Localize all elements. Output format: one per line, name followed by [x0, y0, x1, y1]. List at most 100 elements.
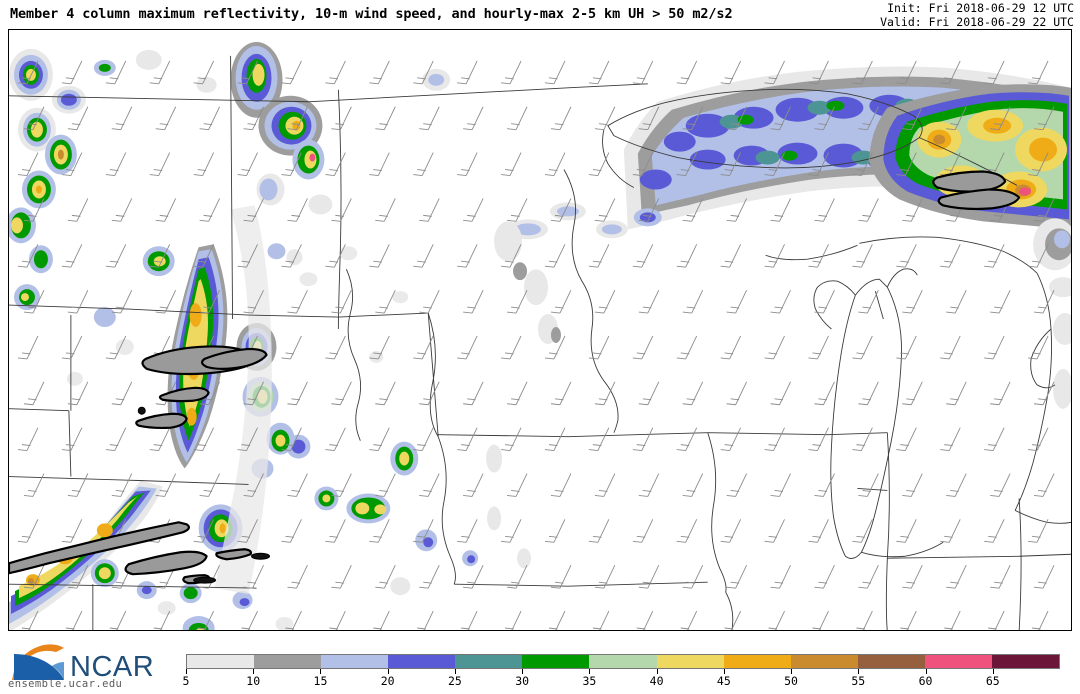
wind-barb: [287, 106, 308, 131]
wind-barb: [588, 60, 610, 85]
wind-barb: [243, 289, 264, 314]
wind-barb: [331, 106, 352, 131]
wind-barb: [990, 381, 1011, 406]
header: Member 4 column maximum reflectivity, 10…: [0, 0, 1080, 30]
wind-barb: [287, 565, 308, 589]
wind-barb: [281, 152, 302, 176]
reflectivity-colorbar[interactable]: [186, 654, 1060, 669]
wind-barb: [331, 565, 352, 589]
wind-barb: [632, 60, 654, 85]
wind-barb: [632, 427, 654, 452]
colorbar-tick: [253, 669, 255, 674]
colorbar-segment: [723, 655, 791, 668]
wind-barb: [417, 610, 434, 630]
wind-barb: [544, 427, 566, 452]
colorbar-tick: [858, 669, 860, 674]
wind-barb: [287, 381, 308, 406]
wind-barb: [193, 519, 215, 543]
wind-barb: [237, 519, 258, 543]
wind-barb: [419, 106, 440, 131]
wind-barb: [17, 244, 39, 268]
wind-barb: [155, 106, 177, 131]
wind-barb: [638, 198, 660, 222]
wind-barb: [237, 427, 258, 452]
wind-barb: [720, 519, 742, 543]
wind-barb: [199, 106, 221, 131]
wind-barb: [940, 60, 961, 85]
wind-barb: [984, 335, 1005, 360]
wind-barb: [594, 198, 616, 222]
wind-barb: [463, 565, 484, 589]
wind-barb: [1028, 244, 1049, 268]
state-boundaries: [9, 55, 1071, 630]
wind-barb: [720, 152, 742, 176]
wind-barb: [940, 427, 961, 452]
wind-barb: [682, 106, 704, 131]
wind-barb: [988, 610, 1005, 630]
colorbar-tick: [656, 669, 658, 674]
wind-barb: [105, 335, 127, 360]
wind-barb: [419, 473, 440, 497]
map-panel[interactable]: [8, 29, 1072, 631]
wind-barb: [149, 244, 171, 268]
wind-barb: [770, 289, 791, 314]
wind-barb: [814, 289, 835, 314]
wind-barb: [23, 106, 45, 131]
wind-barb: [902, 198, 923, 222]
wind-barb: [111, 106, 133, 131]
wind-barb: [155, 289, 177, 314]
wind-barb: [814, 106, 835, 131]
wind-barb: [1034, 381, 1055, 406]
wind-barb: [946, 565, 967, 589]
wind-barb: [413, 152, 434, 176]
wind-barb: [682, 198, 704, 222]
wind-barb: [1028, 519, 1049, 543]
wind-barb: [17, 427, 39, 452]
colorbar-segment: [388, 655, 456, 668]
wind-barb: [67, 473, 89, 497]
wind-barb: [638, 381, 660, 406]
colorbar-tick: [387, 669, 389, 674]
wind-barb: [808, 519, 829, 543]
colorbar-tick: [992, 669, 994, 674]
colorbar-tick-label: 45: [716, 674, 731, 688]
wind-barb: [1034, 565, 1055, 589]
wind-barb: [375, 106, 396, 131]
wind-barb: [375, 473, 396, 497]
wind-barb: [419, 381, 440, 406]
colorbar-tick: [454, 669, 456, 674]
wind-barb: [61, 152, 83, 176]
wind-barb: [682, 289, 704, 314]
wind-barb: [413, 427, 434, 452]
wind-barb: [65, 610, 83, 630]
wind-barb: [501, 244, 522, 268]
wind-barb: [105, 152, 127, 176]
wind-barb: [331, 198, 352, 222]
wind-barb: [814, 565, 835, 589]
wind-barb: [770, 381, 791, 406]
map-canvas: [9, 30, 1071, 630]
wind-barb: [852, 335, 873, 360]
wind-barb: [507, 473, 528, 497]
wind-barb: [193, 244, 215, 268]
lake-shorelines: [602, 88, 1071, 559]
wind-barb: [369, 427, 390, 452]
wind-barb: [1028, 152, 1049, 176]
wind-barb: [413, 60, 434, 85]
wind-barb: [463, 381, 484, 406]
wind-barb: [770, 198, 791, 222]
wind-barb: [632, 335, 654, 360]
wind-barb: [109, 610, 127, 630]
wind-barb: [149, 427, 171, 452]
wind-barb: [419, 565, 440, 589]
colorbar-tick-label: 10: [246, 674, 261, 688]
wind-barb: [770, 565, 791, 589]
wind-barb: [808, 427, 829, 452]
wind-barb: [1034, 289, 1055, 314]
wind-barb: [720, 335, 742, 360]
wind-barb: [331, 473, 352, 497]
wind-barb: [680, 610, 698, 630]
wind-barb: [457, 60, 478, 85]
wind-barb: [858, 289, 879, 314]
wind-barb: [588, 519, 610, 543]
